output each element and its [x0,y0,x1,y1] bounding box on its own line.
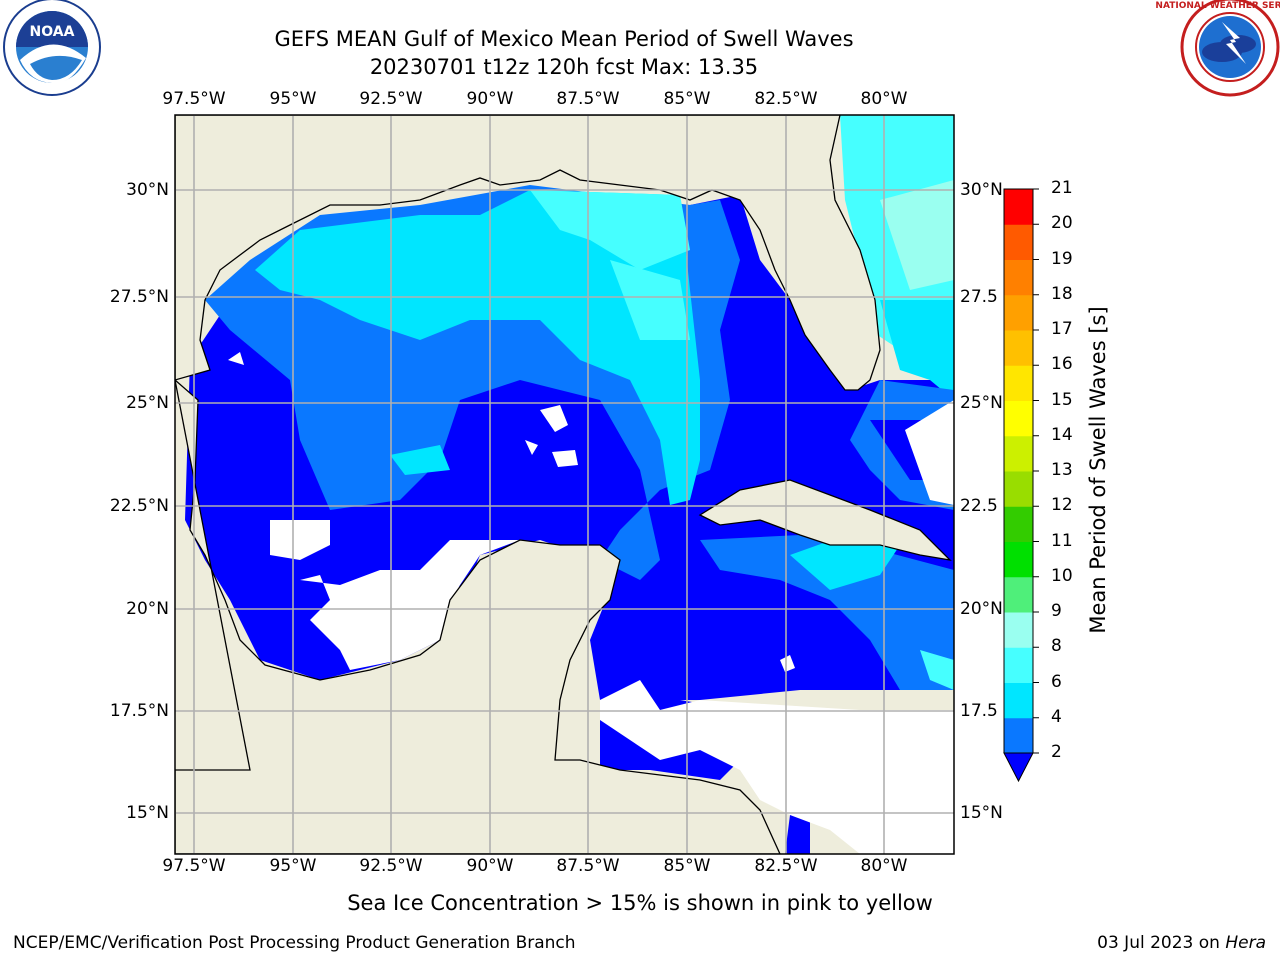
map-subtitle: 20230701 t12z 120h fcst Max: 13.35 [369,55,759,79]
lat-tick-right: 15°N [960,803,1003,823]
svg-text:NOAA: NOAA [30,24,75,40]
lat-tick-right: 30°N [960,180,1003,200]
lon-tick-top: 80°W [860,89,908,109]
colorbar-segment [1004,541,1033,578]
lon-tick-bottom: 97.5°W [162,856,226,876]
colorbar-segment [1004,365,1033,401]
lon-tick-top: 85°W [663,89,711,109]
lat-tick-left: 25°N [126,393,169,413]
colorbar-tick-label: 9 [1051,601,1062,621]
colorbar-segment [1004,330,1033,366]
lat-tick-right: 22.5 [960,496,998,516]
lon-tick-bottom: 85°W [663,856,711,876]
map-title: GEFS MEAN Gulf of Mexico Mean Period of … [274,27,854,51]
colorbar-segment [1004,435,1033,472]
colorbar-segment [1004,224,1033,260]
colorbar-segment [1004,682,1033,719]
colorbar-tick-label: 11 [1051,530,1073,551]
lon-tick-top: 95°W [269,89,317,109]
colorbar-segment [1004,612,1033,648]
lon-tick-bottom: 80°W [860,856,908,876]
colorbar-tick-label: 18 [1051,283,1073,304]
colorbar-segment [1004,400,1033,437]
map-frame [174,114,955,855]
colorbar-segment [1004,647,1033,683]
colorbar-segment [1004,506,1033,542]
colorbar-tick-label: 8 [1051,636,1062,657]
colorbar-tick-label: 15 [1051,389,1073,410]
colorbar-tick-label: 13 [1051,460,1073,480]
colorbar-tick-label: 4 [1051,706,1062,727]
colorbar-segment [1004,259,1033,296]
colorbar [1003,188,1039,783]
date-stamp: 03 Jul 2023 on Hera [1097,933,1266,953]
colorbar-tick-label: 16 [1051,354,1073,375]
lat-tick-right: 27.5 [960,287,998,307]
lat-tick-left: 27.5°N [109,287,169,307]
lat-tick-left: 22.5°N [109,496,169,516]
colorbar-tick-label: 20 [1051,213,1073,234]
colorbar-segment [1004,471,1033,507]
lon-tick-top: 90°W [466,89,514,109]
colorbar-extend-arrow [1003,752,1034,783]
lon-tick-top: 82.5°W [754,89,818,109]
machine-name: Hera [1225,933,1266,953]
map-area [175,115,954,854]
lon-tick-bottom: 87.5°W [556,856,620,876]
colorbar-segment [1004,294,1033,331]
lon-tick-top: 92.5°W [359,89,423,109]
lat-tick-left: 30°N [126,180,169,200]
noaa-logo: NOAA [3,0,101,96]
lat-tick-left: 20°N [126,599,169,619]
lat-tick-left: 15°N [126,803,169,823]
lon-tick-bottom: 95°W [269,856,317,876]
lon-tick-top: 87.5°W [556,89,620,109]
colorbar-segment [1004,576,1033,613]
colorbar-segment [1004,717,1033,754]
colorbar-tick-label: 21 [1051,178,1073,198]
date-text: 03 Jul 2023 on [1097,933,1226,953]
lon-tick-bottom: 82.5°W [754,856,818,876]
nws-logo: NATIONAL WEATHER SERVICE [1155,0,1280,97]
lon-tick-bottom: 92.5°W [359,856,423,876]
colorbar-label: Mean Period of Swell Waves [s] [1086,306,1110,634]
lon-tick-bottom: 90°W [466,856,514,876]
colorbar-tick-label: 2 [1051,742,1062,762]
lat-tick-right: 17.5 [960,701,998,721]
credit-text: NCEP/EMC/Verification Post Processing Pr… [13,933,576,953]
sea-ice-note: Sea Ice Concentration > 15% is shown in … [347,891,933,915]
colorbar-tick-label: 10 [1051,565,1073,586]
colorbar-tick-label: 19 [1051,248,1073,269]
land-masses [175,115,952,854]
graticule [175,115,954,854]
colorbar-tick-label: 6 [1051,671,1062,692]
missing-data-patches [228,352,954,854]
colorbar-tick-label: 17 [1051,319,1073,339]
colorbar-tick-label: 12 [1051,495,1073,516]
lat-tick-right: 25°N [960,393,1003,413]
lat-tick-left: 17.5°N [109,701,169,721]
lat-tick-right: 20°N [960,599,1003,619]
lon-tick-top: 97.5°W [162,89,226,109]
colorbar-tick-label: 14 [1051,424,1073,445]
colorbar-segment [1004,189,1033,225]
svg-text:NATIONAL WEATHER SERVICE: NATIONAL WEATHER SERVICE [1155,1,1280,11]
